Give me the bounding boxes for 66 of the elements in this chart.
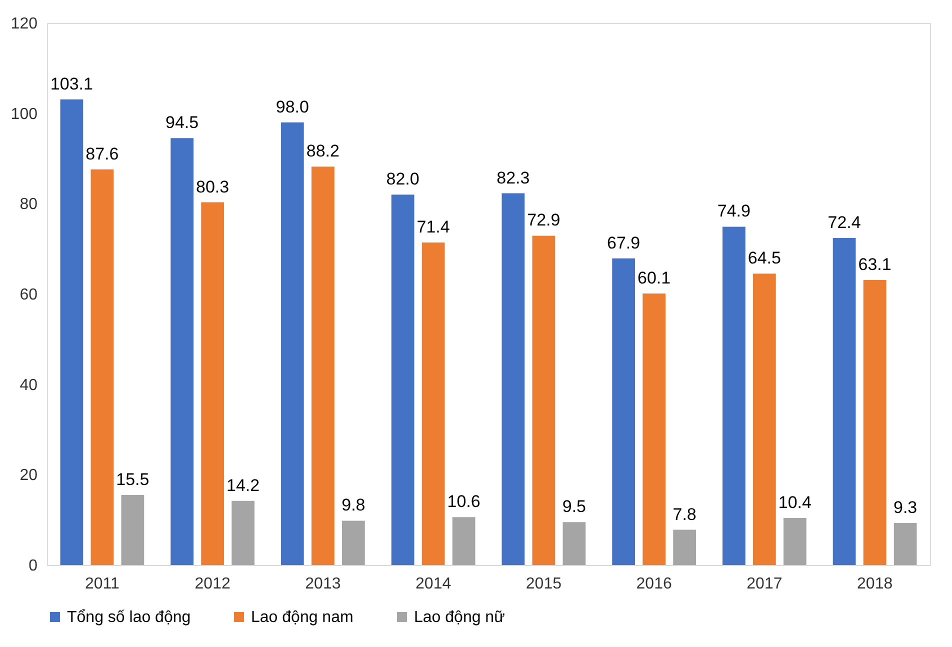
legend-label: Lao động nữ xyxy=(414,609,506,626)
legend-label: Lao động nam xyxy=(251,609,354,626)
bar xyxy=(784,518,806,565)
bar xyxy=(673,530,696,565)
bar xyxy=(422,242,445,565)
data-label: 88.2 xyxy=(306,142,340,161)
y-tick-label: 0 xyxy=(28,558,38,574)
x-tick-label: 2017 xyxy=(746,576,782,592)
bar xyxy=(562,522,586,565)
x-tick-label: 2018 xyxy=(857,576,893,592)
bar xyxy=(201,202,224,565)
data-label: 80.3 xyxy=(196,177,230,196)
data-label: 9.5 xyxy=(562,497,586,516)
data-label: 82.3 xyxy=(496,168,530,188)
data-label: 98.0 xyxy=(276,97,309,116)
bar xyxy=(894,522,917,565)
data-label: 63.1 xyxy=(858,255,892,274)
y-tick-label: 100 xyxy=(10,106,38,123)
y-tick-label: 40 xyxy=(20,376,38,394)
x-tick-label: 2016 xyxy=(636,576,672,592)
bar xyxy=(312,166,334,565)
data-label: 64.5 xyxy=(748,248,781,268)
bar xyxy=(722,226,746,565)
data-label: 71.4 xyxy=(416,218,450,237)
data-label: 9.3 xyxy=(893,498,918,517)
bar xyxy=(280,122,304,565)
data-label: 94.5 xyxy=(166,113,199,132)
x-tick-label: 2013 xyxy=(305,576,341,592)
data-label: 7.8 xyxy=(672,504,696,524)
data-label: 103.1 xyxy=(50,74,93,94)
data-label: 15.5 xyxy=(116,470,150,489)
bar xyxy=(753,274,776,565)
data-label: 10.4 xyxy=(778,493,812,512)
bar xyxy=(502,193,525,565)
bar xyxy=(232,500,255,565)
data-label: 74.9 xyxy=(717,202,750,221)
data-label: 14.2 xyxy=(226,476,260,495)
data-label: 87.6 xyxy=(86,144,119,164)
x-tick-label: 2014 xyxy=(416,576,452,592)
legend-label: Tổng số lao động xyxy=(67,609,191,626)
data-label: 72.9 xyxy=(527,210,560,230)
bar xyxy=(532,236,556,565)
bar xyxy=(121,494,144,565)
data-label: 72.4 xyxy=(828,212,861,232)
bar xyxy=(90,169,114,565)
y-tick-label: 120 xyxy=(10,16,38,32)
data-label: 10.6 xyxy=(447,492,480,512)
data-label: 67.9 xyxy=(607,233,640,252)
data-label: 60.1 xyxy=(638,268,671,288)
bar xyxy=(391,194,414,565)
bar xyxy=(452,517,476,565)
data-label: 9.8 xyxy=(342,496,366,515)
bar xyxy=(342,520,365,565)
bar xyxy=(612,258,635,565)
bar xyxy=(642,294,666,565)
data-label: 82.0 xyxy=(386,170,420,189)
y-tick-label: 80 xyxy=(20,196,38,214)
x-tick-label: 2015 xyxy=(526,576,562,592)
bar xyxy=(170,138,194,565)
y-tick-label: 20 xyxy=(20,467,38,484)
bar xyxy=(863,280,886,565)
x-tick-label: 2012 xyxy=(194,576,230,592)
x-tick-label: 2011 xyxy=(84,576,120,592)
bar xyxy=(60,99,84,565)
bar xyxy=(832,238,856,565)
y-tick-label: 60 xyxy=(20,286,38,304)
